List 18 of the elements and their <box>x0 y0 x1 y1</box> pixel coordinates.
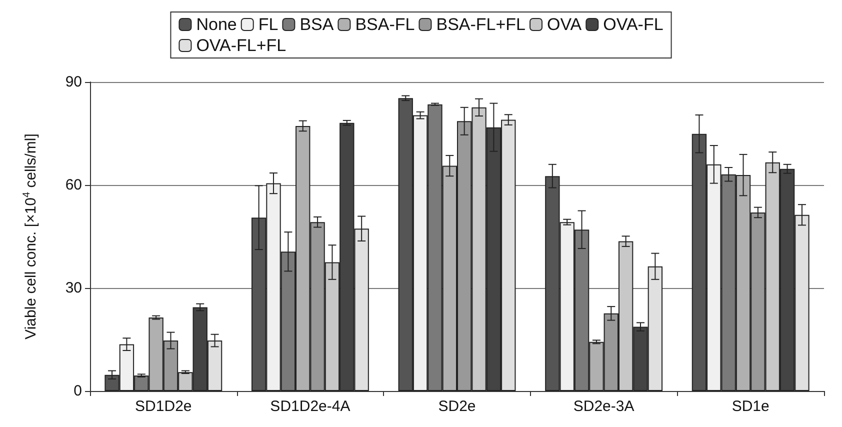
legend-label: BSA-FL+FL <box>436 15 526 34</box>
legend-label: OVA-FL <box>603 15 664 34</box>
legend-label: BSA <box>300 15 334 34</box>
y-tick-label: 90 <box>65 74 82 90</box>
legend-label: OVA <box>547 15 582 34</box>
y-tick-label: 60 <box>65 176 82 194</box>
x-tick-label: SD2e-3A <box>573 398 634 415</box>
x-tick-label: SD1e <box>732 398 770 415</box>
y-tick-label: 0 <box>74 382 82 400</box>
legend-label: OVA-FL+FL <box>196 36 286 55</box>
legend-label: FL <box>258 15 278 34</box>
x-tick-label: SD2e <box>438 398 476 415</box>
x-tick-label: SD1D2e-4A <box>270 398 350 415</box>
y-axis-title: Viable cell conc. [×104 cells/ml] <box>22 134 40 340</box>
legend-label: BSA-FL <box>355 15 415 34</box>
x-tick-label: SD1D2e <box>135 398 192 415</box>
y-tick-label: 30 <box>65 280 82 296</box>
legend-label: None <box>196 15 237 34</box>
